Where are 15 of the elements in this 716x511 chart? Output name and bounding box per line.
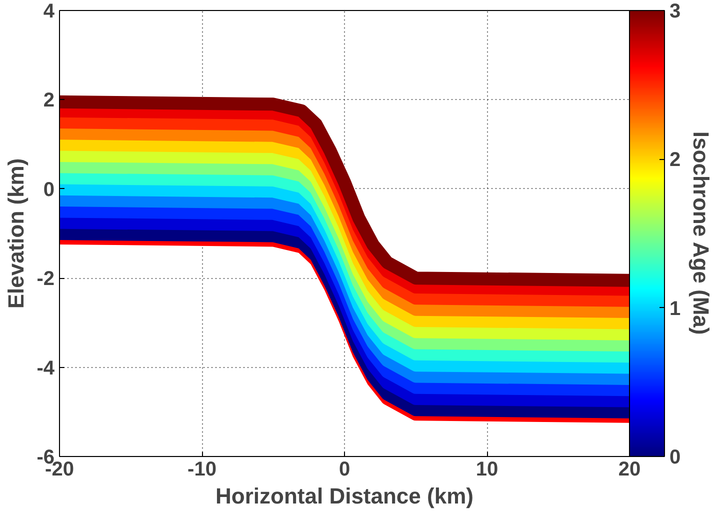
color-bar-title: Isochrone Age (Ma)	[688, 131, 714, 335]
x-axis-title: Horizontal Distance (km)	[216, 484, 474, 508]
y-tick-label: 2	[43, 90, 54, 112]
y-tick-label: -4	[36, 357, 56, 380]
y-tick-label: -2	[36, 268, 55, 290]
x-tick-label: -10	[188, 458, 216, 480]
y-axis-title: Elevation (km)	[4, 158, 29, 309]
y-tick-label: 4	[43, 0, 56, 22]
x-tick-label: 0	[338, 458, 350, 480]
y-tick-label: 0	[43, 178, 54, 201]
color-bar-label: 2	[670, 149, 681, 172]
color-bar-label: 1	[670, 298, 681, 320]
x-tick-label: 20	[618, 458, 641, 480]
color-bar-label: 3	[670, 0, 681, 22]
x-tick-label: 10	[476, 458, 498, 480]
